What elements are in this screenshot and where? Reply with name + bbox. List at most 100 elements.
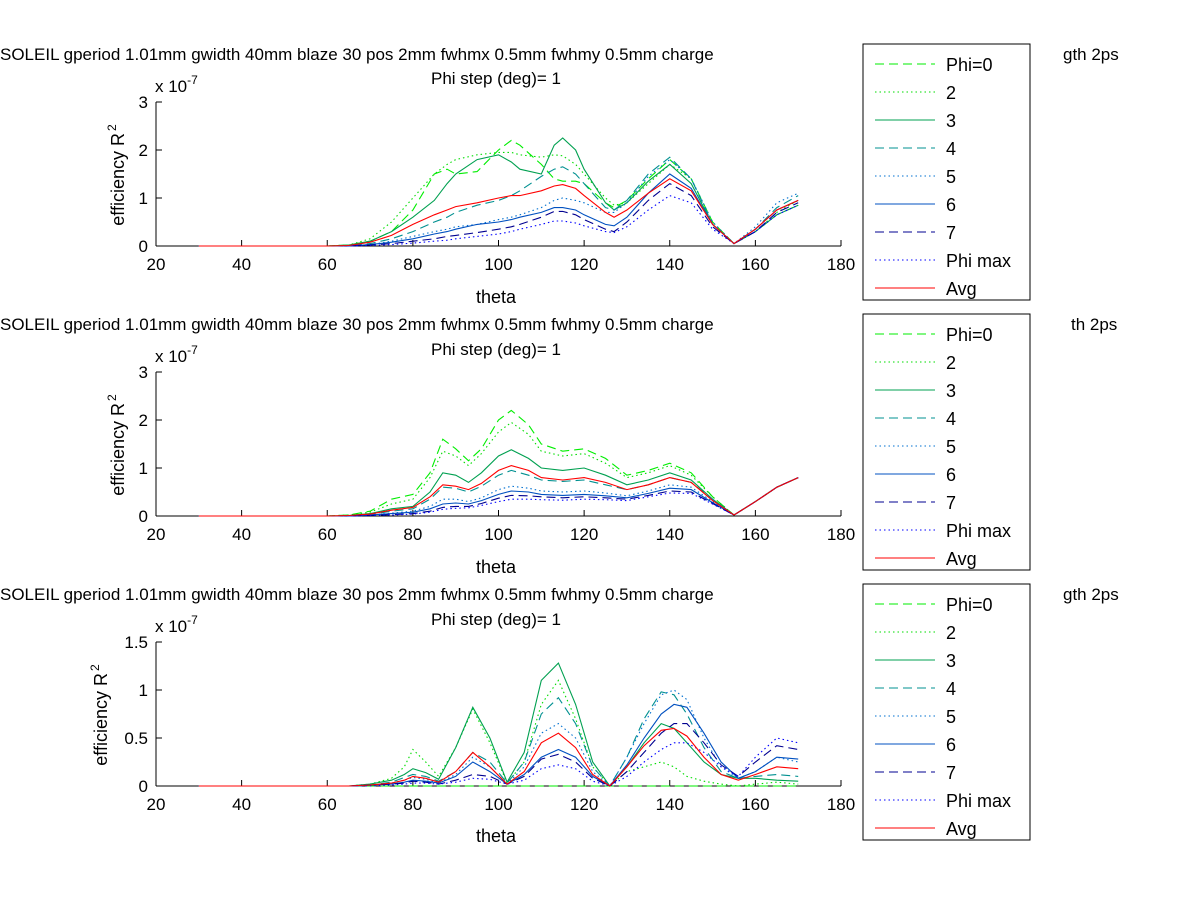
legend-box xyxy=(862,583,1031,841)
series-line-9 xyxy=(198,465,799,517)
x-tick-label: 160 xyxy=(741,525,769,544)
series-line-3 xyxy=(198,137,799,247)
subplot-title-line1: SOLEIL gperiod 1.01mm gwidth 40mm blaze … xyxy=(0,315,714,334)
legend-entry: 7 xyxy=(946,493,956,513)
legend-entry: 2 xyxy=(946,623,956,643)
series-line-7 xyxy=(198,477,799,517)
legend-entry: Phi max xyxy=(946,791,1011,811)
x-tick-label: 100 xyxy=(484,795,512,814)
x-axis-label: theta xyxy=(476,557,517,577)
x-tick-label: 160 xyxy=(741,795,769,814)
x-tick-label: 80 xyxy=(403,795,422,814)
series-line-9 xyxy=(198,178,799,247)
subplot-title-line2: Phi step (deg)= 1 xyxy=(431,610,561,629)
y-tick-label: 1 xyxy=(139,189,148,208)
y-axis-label: efficiency R2 xyxy=(105,394,128,496)
x-tick-label: 60 xyxy=(318,525,337,544)
series-lines xyxy=(198,137,799,247)
series-line-3 xyxy=(198,449,799,517)
series-line-3 xyxy=(198,662,799,787)
legend: Phi=0 2 3 4 5 6 7 Phi max Avg xyxy=(862,43,1031,301)
legend-entry: 4 xyxy=(946,139,956,159)
legend-entry: 3 xyxy=(946,651,956,671)
series-line-6 xyxy=(198,477,799,517)
legend-entry: Phi=0 xyxy=(946,595,993,615)
legend-entry: Phi=0 xyxy=(946,325,993,345)
subplot-2: SOLEIL gperiod 1.01mm gwidth 40mm blaze … xyxy=(0,313,1117,577)
legend-entry: 2 xyxy=(946,353,956,373)
legend-entry: Phi max xyxy=(946,251,1011,271)
legend-entry: 3 xyxy=(946,381,956,401)
x-tick-label: 140 xyxy=(656,795,684,814)
series-line-1 xyxy=(198,409,799,517)
subplot-title-line2: Phi step (deg)= 1 xyxy=(431,69,561,88)
y-axis-label: efficiency R2 xyxy=(105,124,128,226)
plot-axes: 20 40 60 80 100 120 140 160 180 0 1 2 3 xyxy=(139,93,856,274)
legend-entry: 6 xyxy=(946,195,956,215)
legend-entry: 5 xyxy=(946,167,956,187)
legend-entry: 4 xyxy=(946,409,956,429)
subplot-title-line1-tail: gth 2ps xyxy=(1063,585,1119,604)
y-exponent-label: x 10-7 xyxy=(155,343,198,366)
y-tick-label: 3 xyxy=(139,363,148,382)
series-line-4 xyxy=(198,156,799,247)
x-tick-label: 120 xyxy=(570,255,598,274)
y-tick-label: 2 xyxy=(139,141,148,160)
y-tick-label: 0.5 xyxy=(124,729,148,748)
x-tick-label: 160 xyxy=(741,255,769,274)
subplot-title-line1: SOLEIL gperiod 1.01mm gwidth 40mm blaze … xyxy=(0,45,714,64)
y-tick-label: 0 xyxy=(139,507,148,526)
x-tick-label: 80 xyxy=(403,525,422,544)
x-tick-label: 60 xyxy=(318,255,337,274)
legend-entry: 5 xyxy=(946,437,956,457)
legend-entry: 7 xyxy=(946,763,956,783)
legend: Phi=0 2 3 4 5 6 7 Phi max Avg xyxy=(862,583,1031,841)
y-exponent-label: x 10-7 xyxy=(155,73,198,96)
legend-entry: 6 xyxy=(946,465,956,485)
y-tick-label: 1 xyxy=(139,681,148,700)
legend-entry: 2 xyxy=(946,83,956,103)
x-tick-label: 140 xyxy=(656,255,684,274)
x-tick-label: 40 xyxy=(232,525,251,544)
y-exponent-label: x 10-7 xyxy=(155,613,198,636)
series-lines xyxy=(198,409,799,517)
legend-entry: Phi max xyxy=(946,521,1011,541)
series-lines xyxy=(198,662,799,787)
x-tick-label: 140 xyxy=(656,525,684,544)
series-line-7 xyxy=(198,182,799,247)
subplot-title-line1: SOLEIL gperiod 1.01mm gwidth 40mm blaze … xyxy=(0,585,714,604)
x-tick-label: 100 xyxy=(484,255,512,274)
legend: Phi=0 2 3 4 5 6 7 Phi max Avg xyxy=(862,313,1031,571)
legend-entry: 4 xyxy=(946,679,956,699)
legend-entry: Avg xyxy=(946,549,977,569)
x-tick-label: 20 xyxy=(147,525,166,544)
plot-axes: 20 40 60 80 100 120 140 160 180 0 0.5 1 1.5 xyxy=(124,633,855,814)
x-tick-label: 80 xyxy=(403,255,422,274)
y-tick-label: 0 xyxy=(139,777,148,796)
legend-entry: Avg xyxy=(946,819,977,839)
series-line-8 xyxy=(198,194,799,247)
series-line-9 xyxy=(198,727,799,787)
subplot-1: SOLEIL gperiod 1.01mm gwidth 40mm blaze … xyxy=(0,43,1119,307)
legend-box xyxy=(862,43,1031,301)
y-tick-label: 1.5 xyxy=(124,633,148,652)
x-tick-label: 20 xyxy=(147,255,166,274)
x-tick-label: 180 xyxy=(827,795,855,814)
x-tick-label: 100 xyxy=(484,525,512,544)
series-line-4 xyxy=(198,691,799,787)
x-tick-label: 20 xyxy=(147,795,166,814)
legend-entry: 6 xyxy=(946,735,956,755)
legend-box xyxy=(862,313,1031,571)
legend-entry: 5 xyxy=(946,707,956,727)
legend-entry: Phi=0 xyxy=(946,55,993,75)
x-tick-label: 40 xyxy=(232,795,251,814)
legend-entry: 7 xyxy=(946,223,956,243)
series-line-8 xyxy=(198,737,799,787)
legend-entry: 3 xyxy=(946,111,956,131)
x-axis-label: theta xyxy=(476,826,517,846)
series-line-6 xyxy=(198,173,799,247)
subplot-3: SOLEIL gperiod 1.01mm gwidth 40mm blaze … xyxy=(0,583,1119,846)
series-line-5 xyxy=(198,477,799,517)
y-tick-label: 0 xyxy=(139,237,148,256)
